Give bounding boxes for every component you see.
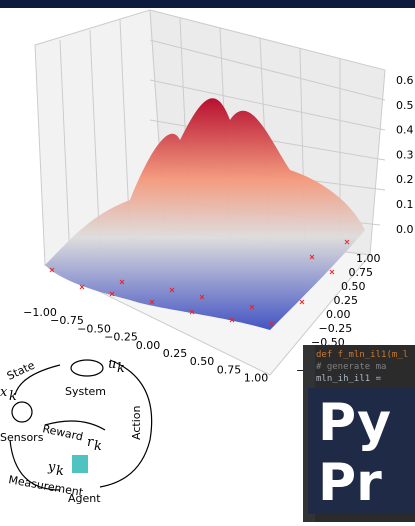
label: u [108,357,116,372]
tick-label: 1.00 [356,252,381,265]
tick-label: 0.5 [396,99,414,112]
tick-label: 0.00 [136,339,161,352]
label: k [56,464,64,479]
tick-label: 0.6 [396,74,414,87]
tick-label: −0.25 [104,331,138,344]
code-line: # generate ma [316,362,386,372]
tick-label: 0.1 [396,198,414,211]
label: k [9,389,17,404]
code-line: mln_ih_il1 = [316,374,382,384]
code-line: def f_mln_il1(m_l [316,350,408,360]
tick-label: 0.75 [349,266,374,279]
tick-label: 0.50 [341,280,366,293]
label: System [65,385,106,398]
label: k [94,439,102,454]
label: Action [130,406,143,440]
banner-text: Py [318,393,391,453]
label: y [47,460,56,475]
label: Agent [68,492,101,505]
tick-label: 1.00 [244,372,269,385]
tick-label: 0.25 [334,294,359,307]
tick-label: 0.2 [396,173,414,186]
label: Sensors [0,431,44,444]
label: k [117,361,125,376]
tick-label: −0.25 [319,322,353,335]
tick-label: 0.4 [396,124,414,137]
tick-label: 0.3 [396,148,414,161]
tick-label: 0.0 [396,223,414,236]
tick-label: 0.75 [217,363,242,376]
tick-label: 0.50 [190,355,215,368]
label: r [87,435,94,450]
label: x [0,385,8,400]
tick-label: 0.00 [326,308,351,321]
top-band [0,0,415,8]
banner-text: Pr [318,453,382,513]
label: Reward [41,422,84,443]
tick-label: 0.25 [163,347,188,360]
label: State [5,359,37,383]
page: 0.60.50.40.30.20.10.0−1.00−0.75−0.50−0.2… [0,0,415,522]
